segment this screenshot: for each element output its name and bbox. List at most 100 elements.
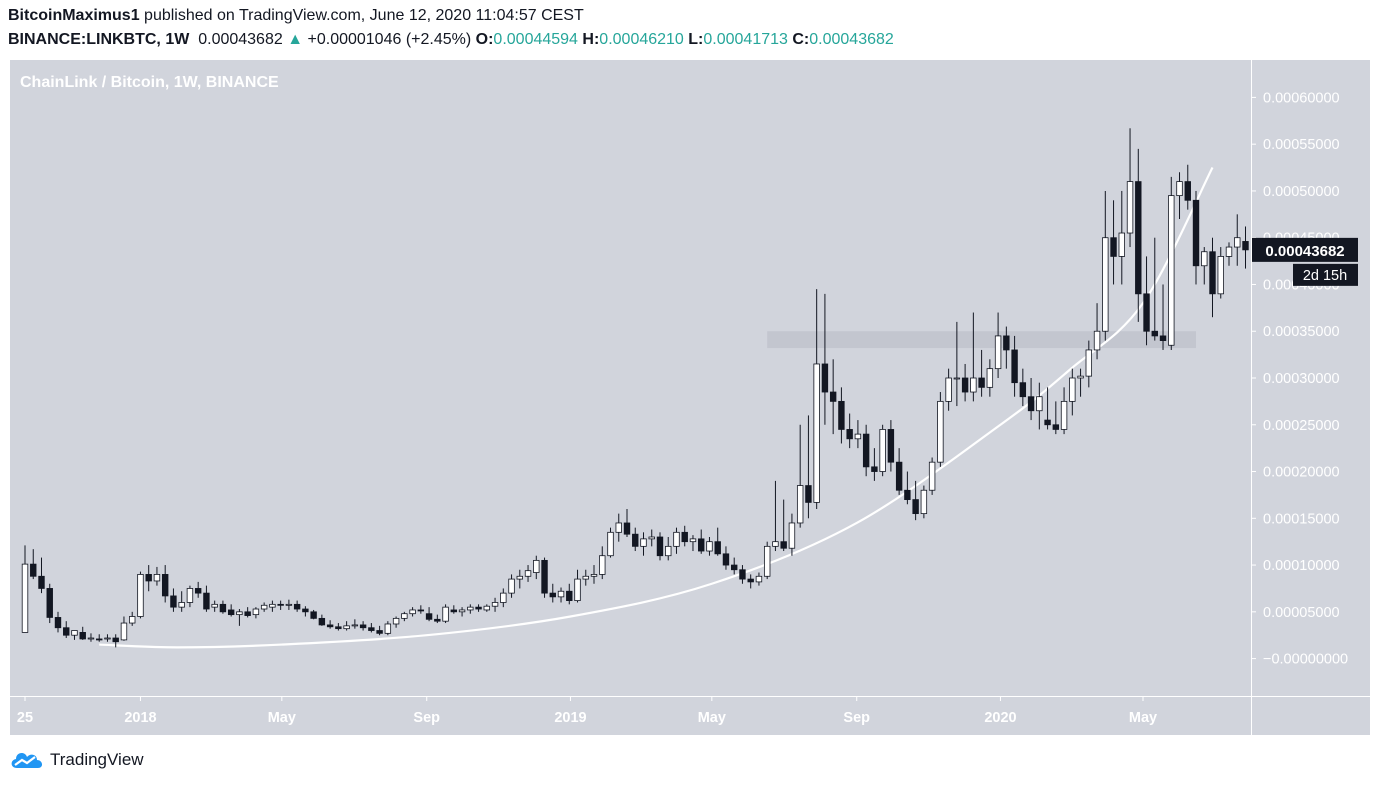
candle-body — [104, 637, 111, 640]
candle-body — [161, 574, 169, 597]
candle — [310, 609, 317, 620]
candle — [38, 557, 45, 594]
candle-body — [541, 559, 548, 594]
candle — [96, 634, 103, 642]
candle-body — [63, 627, 70, 636]
candle-body — [829, 391, 837, 402]
candle-body — [30, 563, 37, 577]
candle-body — [384, 623, 392, 634]
time-axis[interactable] — [10, 697, 1370, 735]
candle — [409, 607, 416, 617]
candle-body — [1209, 251, 1216, 295]
candle — [1019, 368, 1027, 407]
candle — [1151, 237, 1158, 341]
candle — [269, 600, 276, 612]
candle-body — [71, 630, 78, 636]
candle — [21, 545, 29, 633]
candle-body — [895, 461, 903, 491]
candle-body — [516, 575, 523, 580]
candle — [722, 546, 730, 570]
candle — [170, 588, 177, 612]
candle-body — [1036, 396, 1043, 412]
candle-body — [970, 377, 977, 393]
candle — [450, 605, 458, 614]
candle-body — [1217, 256, 1224, 295]
candle — [928, 457, 936, 495]
candle-body — [805, 485, 812, 503]
candle-body — [698, 538, 705, 552]
candle-body — [186, 588, 194, 603]
x-tick-label: 2018 — [124, 710, 156, 726]
candle — [467, 604, 474, 614]
candle-body — [277, 603, 284, 606]
candle-body — [747, 578, 754, 583]
candle-body — [912, 499, 919, 515]
y-tick-label: 0.00015000 — [1263, 511, 1340, 527]
candle-body — [739, 569, 746, 580]
candle — [739, 565, 746, 584]
candle — [1118, 190, 1125, 285]
candle-body — [937, 400, 944, 463]
candle — [615, 513, 622, 542]
candle — [178, 591, 185, 612]
candle-body — [1225, 246, 1233, 257]
y-tick-label: 0.00020000 — [1263, 465, 1340, 481]
candle — [79, 626, 86, 640]
open-value: 0.00044594 — [493, 31, 578, 48]
candle — [1003, 326, 1010, 369]
candle — [359, 621, 367, 631]
candle-body — [260, 604, 268, 610]
countdown-box — [1293, 263, 1358, 286]
candle — [211, 600, 218, 612]
candle — [1011, 335, 1018, 397]
candle-body — [1126, 181, 1134, 234]
candle — [1069, 368, 1076, 416]
candle — [895, 448, 903, 495]
candle-body — [928, 461, 936, 491]
candle — [71, 630, 78, 640]
candle — [219, 600, 227, 614]
y-tick-label: 0.00050000 — [1263, 184, 1340, 200]
tradingview-logo[interactable]: TradingView — [8, 748, 144, 772]
candle — [656, 532, 664, 561]
candle — [161, 565, 169, 603]
candle-body — [401, 613, 408, 619]
candle-body — [285, 603, 293, 606]
y-tick-label: 0.00030000 — [1263, 371, 1340, 387]
price-axis[interactable] — [1252, 60, 1370, 696]
candle — [376, 625, 383, 636]
candle-body — [681, 531, 688, 543]
candle — [1126, 128, 1134, 248]
candle-body — [763, 545, 771, 577]
symbol-ohlc-line: BINANCE:LINKBTC, 1W 0.00043682 ▲ +0.0000… — [8, 31, 894, 49]
candle — [904, 471, 911, 505]
candle — [458, 607, 466, 617]
candle — [533, 555, 540, 580]
plot-area[interactable] — [10, 60, 1251, 696]
candle-body — [236, 611, 243, 616]
candle-body — [1176, 181, 1183, 197]
candle — [871, 448, 878, 481]
candle-body — [731, 564, 738, 571]
candle-body — [112, 637, 119, 643]
candle — [796, 424, 804, 528]
candle — [500, 588, 507, 608]
candle — [516, 569, 523, 589]
candle — [1135, 148, 1142, 322]
candle — [681, 525, 688, 547]
candle-body — [590, 574, 598, 577]
candle-body — [796, 485, 804, 524]
y-tick-label: 0.00060000 — [1263, 90, 1340, 106]
candle-body — [533, 559, 540, 573]
candle-body — [458, 609, 466, 613]
candle-body — [120, 622, 128, 641]
candle-body — [1102, 237, 1109, 332]
candle-body — [854, 433, 862, 440]
candle-body — [706, 541, 713, 552]
candle-body — [368, 627, 375, 631]
candle — [392, 616, 400, 628]
candle-body — [483, 605, 491, 611]
candle-body — [549, 592, 556, 598]
candle — [838, 387, 845, 444]
